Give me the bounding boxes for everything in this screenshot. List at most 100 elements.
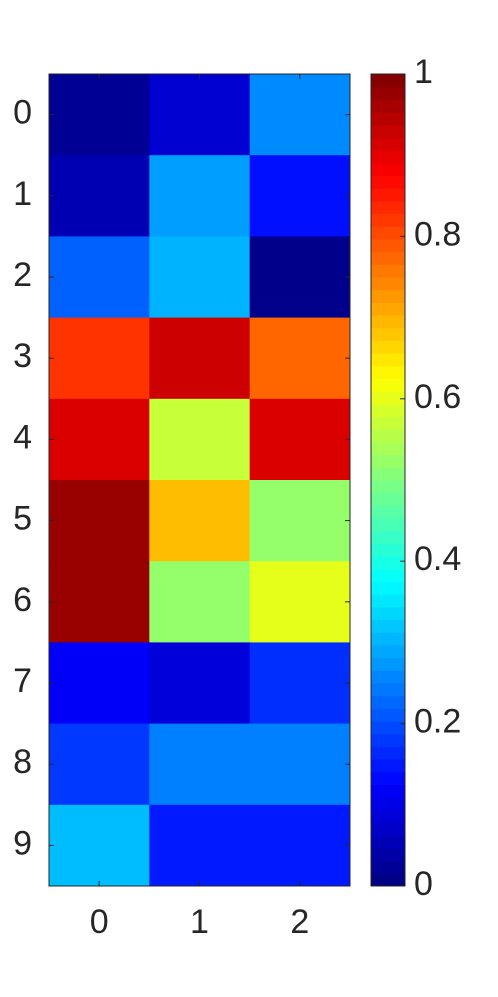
colorbar-segment <box>371 86 405 100</box>
colorbar-segment <box>371 112 405 126</box>
colorbar-segment <box>371 124 405 138</box>
colorbar-segment <box>371 759 405 773</box>
colorbar-segment <box>371 302 405 316</box>
heatmap-cell <box>249 398 351 481</box>
colorbar-segment <box>371 289 405 303</box>
colorbar-frame <box>370 73 406 887</box>
colorbar-segment <box>371 657 405 671</box>
colorbar-segment <box>371 822 405 836</box>
colorbar-segment <box>371 644 405 659</box>
heatmap-cell <box>149 74 251 156</box>
colorbar-segment <box>371 530 405 544</box>
heatmap-cell <box>49 561 150 643</box>
colorbar-tick-label: 0.8 <box>414 215 461 253</box>
colorbar-segment <box>371 695 405 709</box>
colorbar-segment <box>371 556 405 570</box>
y-tick-label: 7 <box>13 662 32 700</box>
heatmap-cell <box>249 317 351 400</box>
heatmap-cell <box>49 155 150 237</box>
colorbar-segment <box>371 238 405 253</box>
colorbar-segment <box>371 860 405 874</box>
colorbar-segment <box>371 771 405 785</box>
colorbar-segment <box>371 200 405 215</box>
colorbar-segment <box>371 505 405 519</box>
colorbar-segment <box>371 543 405 557</box>
colorbar-segment <box>371 518 405 532</box>
heatmap-cell <box>49 74 150 156</box>
colorbar-segment <box>371 340 405 354</box>
colorbar-segment <box>371 480 405 494</box>
heatmap-cell <box>149 398 251 481</box>
heatmap-cell <box>249 480 351 562</box>
colorbar-segment <box>371 619 405 633</box>
heatmap-cell <box>249 236 351 319</box>
heatmap-cell <box>49 317 150 400</box>
colorbar-segment <box>371 188 405 202</box>
heatmap-cell <box>249 642 351 725</box>
colorbar-segment <box>371 797 405 811</box>
colorbar-tick-label: 1 <box>414 53 433 91</box>
heatmap-cell <box>249 155 351 237</box>
colorbar-segment <box>371 746 405 760</box>
heatmap-cell <box>49 398 150 481</box>
y-tick-label: 5 <box>13 500 32 538</box>
heatmap-cell <box>149 561 251 643</box>
y-tick-label: 9 <box>13 824 32 862</box>
y-tick-label: 2 <box>13 256 32 294</box>
colorbar-segment <box>371 809 405 824</box>
heatmap-cell <box>149 642 251 725</box>
colorbar-segment <box>371 683 405 697</box>
colorbar-tick-label: 0 <box>414 865 433 903</box>
heatmap-cell <box>149 723 251 806</box>
heatmap-cell <box>249 723 351 806</box>
colorbar-segment <box>371 74 405 88</box>
heatmap-cell <box>249 804 351 887</box>
y-tick-label: 0 <box>13 94 32 132</box>
colorbar-segment <box>371 632 405 646</box>
colorbar-segment <box>371 213 405 227</box>
colorbar-segment <box>371 847 405 862</box>
colorbar-segment <box>371 175 405 189</box>
heatmap-cell <box>149 480 251 562</box>
heatmap-cell <box>249 74 351 156</box>
heatmap-cell <box>49 804 150 887</box>
colorbar-segment <box>371 315 405 329</box>
heatmap-cell <box>149 155 251 237</box>
colorbar-segment <box>371 670 405 684</box>
colorbar-segment <box>371 429 405 443</box>
colorbar-segment <box>371 873 405 887</box>
colorbar-segment <box>371 581 405 595</box>
colorbar-segment <box>371 467 405 481</box>
heatmap-cell <box>49 236 150 319</box>
y-tick-label: 1 <box>13 175 32 213</box>
colorbar-segment <box>371 454 405 468</box>
colorbar-tick-label: 0.4 <box>414 540 461 578</box>
heatmap-cell <box>149 317 251 400</box>
colorbar-segment <box>371 378 405 392</box>
colorbar-segment <box>371 150 405 164</box>
x-tick-label: 0 <box>90 903 109 941</box>
colorbar-segment <box>371 327 405 341</box>
heatmap-cell <box>249 561 351 643</box>
colorbar-segment <box>371 568 405 582</box>
colorbar-segment <box>371 365 405 379</box>
heatmap-cell <box>149 804 251 887</box>
colorbar-tick-label: 0.6 <box>414 378 461 416</box>
heatmap-cell <box>49 642 150 725</box>
colorbar-segment <box>371 226 405 240</box>
colorbar-segment <box>371 721 405 735</box>
heatmap-cell <box>149 236 251 319</box>
x-tick-label: 1 <box>190 903 209 941</box>
colorbar-segment <box>371 99 405 113</box>
colorbar-segment <box>371 708 405 722</box>
colorbar-segment <box>371 606 405 621</box>
colorbar-segment <box>371 251 405 265</box>
colorbar-segment <box>371 492 405 506</box>
y-tick-label: 3 <box>13 337 32 375</box>
colorbar-tick-label: 0.2 <box>414 703 461 741</box>
colorbar-segment <box>371 594 405 608</box>
colorbar-segment <box>371 277 405 291</box>
colorbar-segment <box>371 441 405 456</box>
colorbar-segment <box>371 733 405 747</box>
